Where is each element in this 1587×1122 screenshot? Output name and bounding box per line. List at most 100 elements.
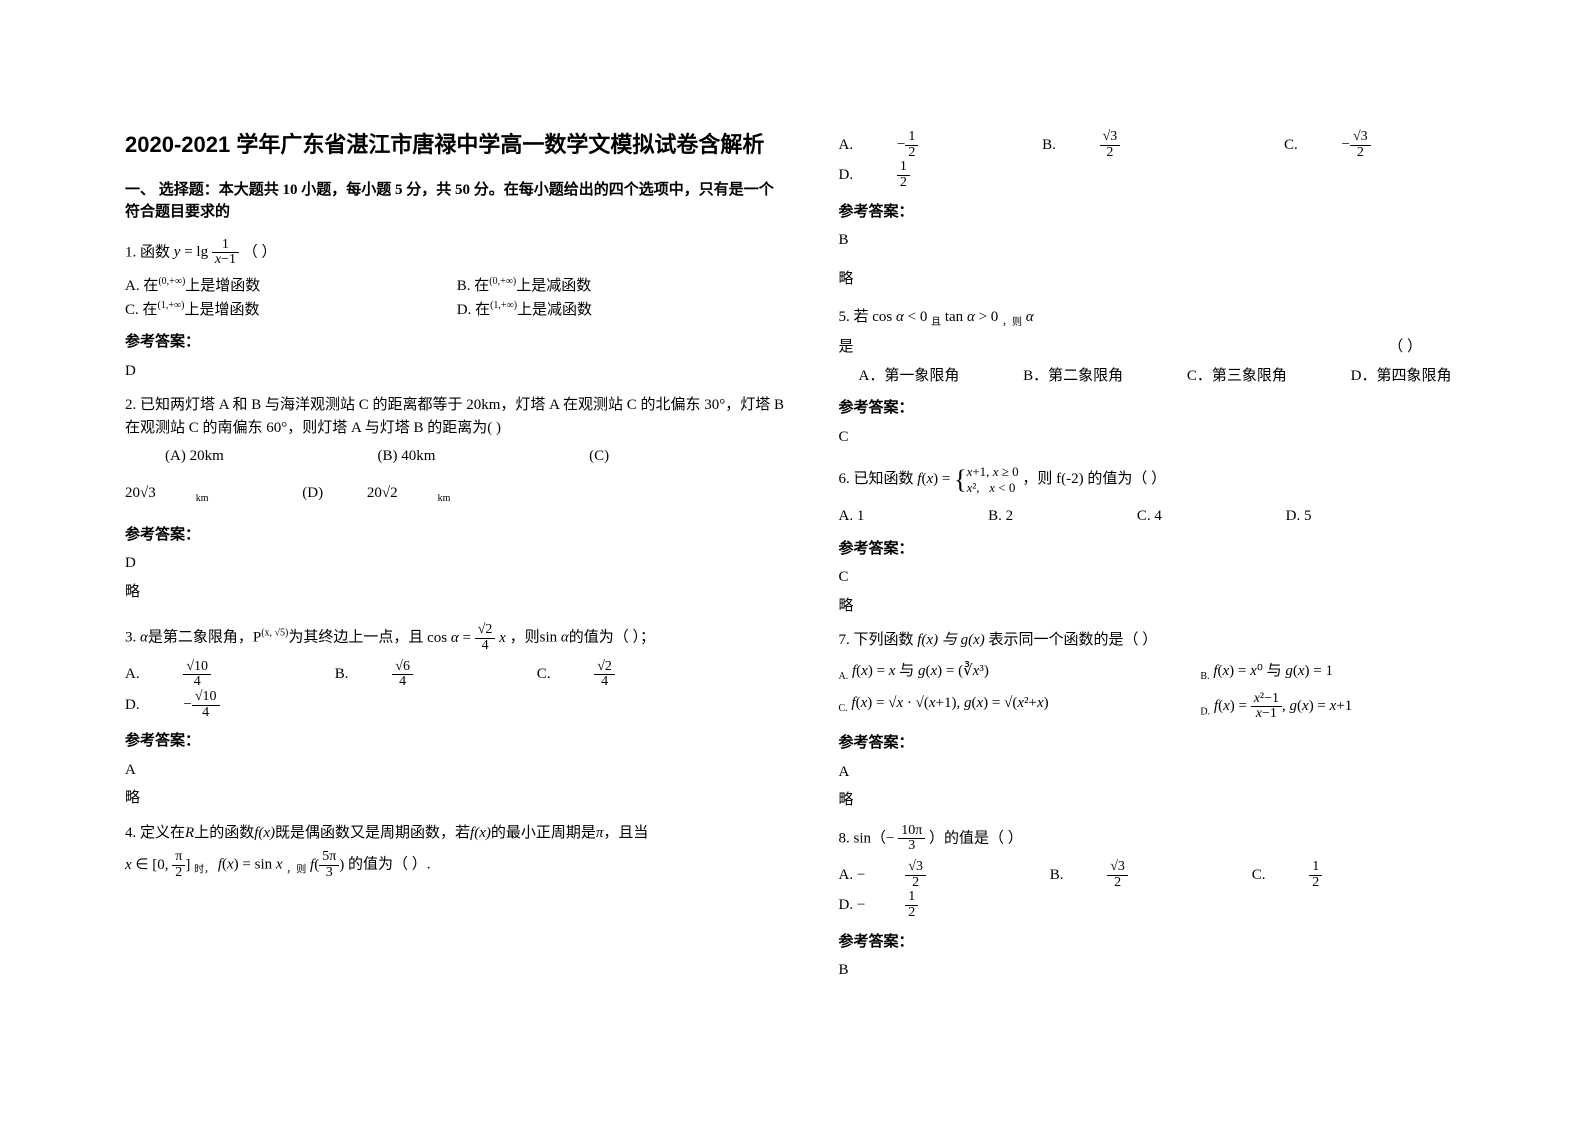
q2-optC-label: (C) (589, 445, 609, 468)
q5-optA: A．第一象限角 (859, 365, 960, 388)
q4-optB-lbl: B. (1042, 134, 1056, 157)
q1-optD-lbl: D. 在 (457, 302, 490, 318)
q6-optC: C. 4 (1137, 505, 1162, 528)
q1-options-row1: A. 在(0,+∞)上是增函数 B. 在(0,+∞)上是减函数 (125, 274, 789, 298)
q8-end: ）的值是（ ） (929, 830, 1023, 846)
q5-optC: C．第三象限角 (1187, 365, 1287, 388)
q5-options: A．第一象限角 B．第二象限角 C．第三象限角 D．第四象限角 (839, 365, 1503, 388)
q2-optD-label: (D) (302, 482, 323, 505)
q4-fdef: f(x) = sin x (218, 857, 283, 873)
q8-optB-lbl: B. (1050, 864, 1064, 887)
question-3: 3. α是第二象限角，P(x, √5)为其终边上一点，且 cos α = √24… (125, 623, 789, 653)
exam-page: 2020-2021 学年广东省湛江市唐禄中学高一数学文模拟试卷含解析 一、 选择… (0, 0, 1587, 1122)
q7-optC: f(x) = √x · √(x+1), g(x) = √(x²+x) (851, 695, 1048, 711)
question-8: 8. sin（− 10π3 ）的值是（ ） (839, 824, 1503, 854)
q2-optB: (B) 40km (378, 445, 436, 468)
q1-optC-int: (1,+∞) (158, 300, 185, 311)
q7-row2: C. f(x) = √x · √(x+1), g(x) = √(x²+x) D.… (839, 692, 1503, 722)
q5-prefix: 5. 若 (839, 309, 869, 325)
q1-optA-suf: 上是增函数 (185, 278, 260, 294)
q6-note: 略 (839, 595, 1503, 618)
q4-p5: ，且当 (603, 825, 648, 841)
q5-is: 是 (839, 336, 1389, 359)
q4-p4: 的最小正周期是 (491, 825, 596, 841)
question-1: 1. 函数 y = lg 1x−1 （ ） (125, 238, 789, 268)
q3-answer-label: 参考答案： (125, 730, 789, 753)
q8-optA: A. −√32 (839, 860, 1006, 890)
q6-optB: B. 2 (988, 505, 1013, 528)
q8-optC: C. 12 (1252, 860, 1403, 890)
q8-options: A. −√32 B. √32 C. 12 D. −12 (839, 860, 1503, 921)
q7-optD-lbl: D. (1200, 706, 1210, 717)
q7-prefix: 7. 下列函数 (839, 632, 914, 648)
q5-answer: C (839, 426, 1503, 449)
q1-optA-lbl: A. 在 (125, 278, 158, 294)
q6-answer-label: 参考答案： (839, 538, 1503, 561)
q5-alpha: α (1026, 309, 1034, 325)
q2-optD-unit: km (438, 493, 451, 504)
q1-optB-lbl: B. 在 (457, 278, 490, 294)
q8-optA-lbl: A. − (839, 864, 866, 887)
q5-cond2: tan α > 0 (945, 309, 998, 325)
q2-optD: (D) 20√2 km (302, 482, 450, 506)
q1-stem-suffix: （ ） (243, 244, 277, 260)
q3-optA-lbl: A. (125, 663, 140, 686)
q4-answer-label: 参考答案： (839, 201, 1503, 224)
q8-arg-num: 10π (898, 824, 925, 840)
q3-mid1: 是第二象限角，P (148, 630, 261, 646)
q5-optB: B．第二象限角 (1023, 365, 1123, 388)
q4-optB: B. √32 (1042, 130, 1200, 160)
q1-answer: D (125, 360, 789, 383)
right-column: A. −12 B. √32 C. −√32 D. 12 参考答案： B 略 5.… (814, 130, 1528, 1092)
q2-optA: (A) 20km (165, 445, 224, 468)
q3-answer: A (125, 759, 789, 782)
q3-sin: sin α (540, 630, 569, 646)
q4-optD-lbl: D. (839, 164, 854, 187)
q2-note: 略 (125, 581, 789, 604)
q1-optB-int: (0,+∞) (489, 276, 516, 287)
q2-optD-val: 20√2 (367, 482, 398, 505)
q7-optB-lbl: B. (1200, 671, 1209, 682)
q1-answer-label: 参考答案： (125, 331, 789, 354)
q7-answer: A (839, 761, 1503, 784)
q4-p1: 4. 定义在 (125, 825, 185, 841)
q6-answer: C (839, 566, 1503, 589)
q7-fxgx: f(x) 与 g(x) (917, 632, 984, 648)
q4-optC-lbl: C. (1284, 134, 1298, 157)
q4-p3: 既是偶函数又是周期函数，若 (275, 825, 470, 841)
q5-paren: （ ） (1388, 336, 1422, 359)
q4-optD: D. 12 (839, 160, 990, 190)
q4-R: R (185, 825, 194, 841)
q3-optD: D. −√104 (125, 690, 300, 720)
q4-optC: C. −√32 (1284, 130, 1451, 160)
q3-optC: C. √24 (537, 660, 695, 690)
question-5: 5. 若 cos α < 0 且 tan α > 0 ，则 α (839, 306, 1503, 330)
q2-options-line1: (A) 20km (B) 40km (C) (125, 445, 789, 468)
q3-mid2: 为其终边上一点，且 (288, 630, 423, 646)
q1-optC-suf: 上是增函数 (184, 302, 259, 318)
question-2: 2. 已知两灯塔 A 和 B 与海洋观测站 C 的距离都等于 20km，灯塔 A… (125, 394, 789, 439)
q4-fx2: f(x) (470, 825, 491, 841)
q8-optD: D. −12 (839, 890, 999, 920)
q6-options: A. 1 B. 2 C. 4 D. 5 (839, 505, 1503, 528)
q3-prefix: 3. (125, 630, 140, 646)
q7-row1: A. f(x) = x 与 g(x) = (∛x³) B. f(x) = x⁰ … (839, 660, 1503, 684)
q8-optD-lbl: D. − (839, 894, 866, 917)
q3-alpha: α (140, 630, 148, 646)
q4-fval: f(5π3) (310, 857, 344, 873)
q8-optC-lbl: C. (1252, 864, 1266, 887)
q1-formula: y = lg 1x−1 (174, 244, 243, 260)
q8-arg: 10π3 (898, 824, 925, 854)
q2-optC-unit: km (196, 493, 209, 504)
q5-answer-label: 参考答案： (839, 397, 1503, 420)
q7-optA: f(x) = x 与 g(x) = (∛x³) (852, 663, 989, 679)
q8-optB: B. √32 (1050, 860, 1208, 890)
q1-options-row2: C. 在(1,+∞)上是增函数 D. 在(1,+∞)上是减函数 (125, 298, 789, 322)
q3-optD-lbl: D. (125, 694, 140, 717)
q2-answer: D (125, 552, 789, 575)
question-4-line2: x ∈ [0, π2] 时， f(x) = sin x ，则 f(5π3) 的值… (125, 850, 789, 880)
q4-answer: B (839, 229, 1503, 252)
question-5-line2: 是 （ ） (839, 336, 1503, 359)
question-7: 7. 下列函数 f(x) 与 g(x) 表示同一个函数的是（ ） (839, 629, 1503, 652)
q4-p2: 上的函数 (194, 825, 254, 841)
